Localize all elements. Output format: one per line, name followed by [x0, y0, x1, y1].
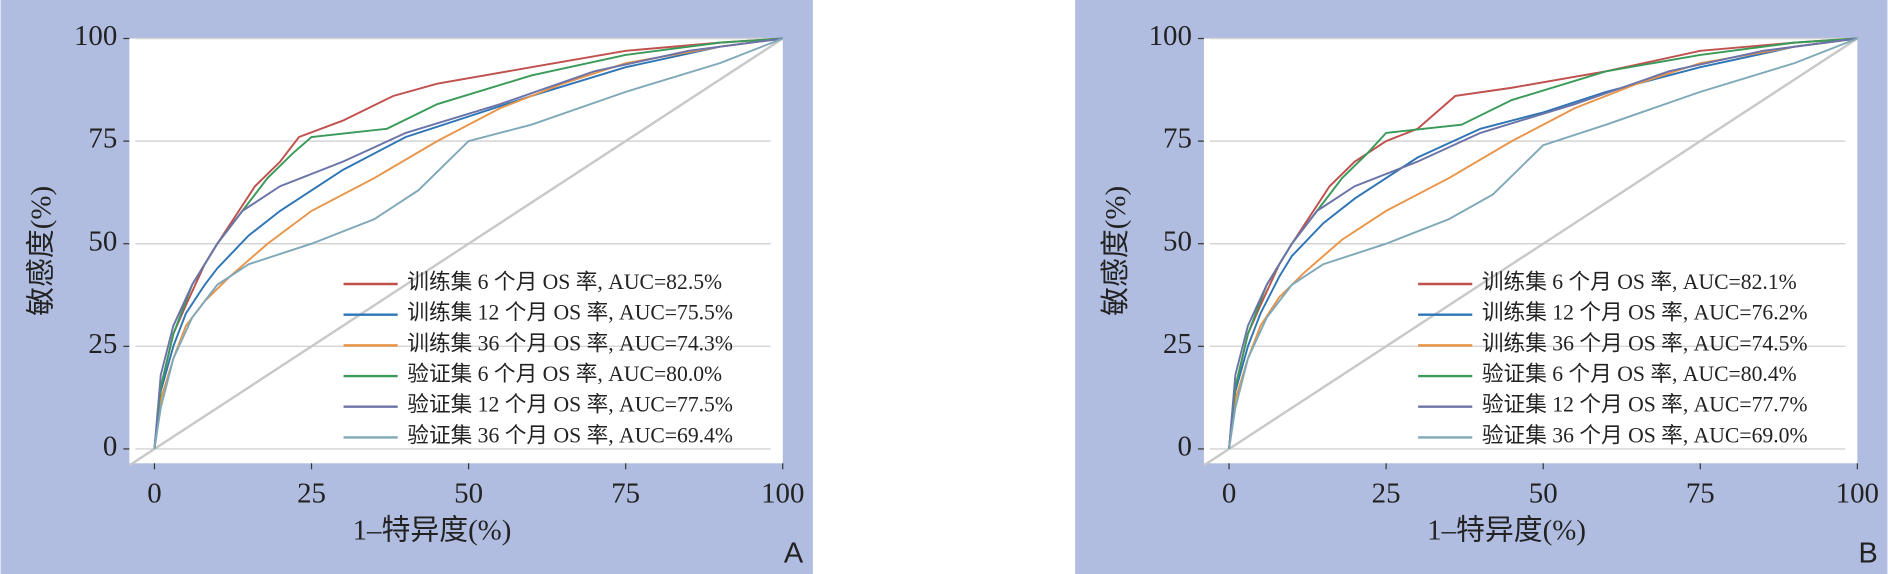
legend-label: 训练集 6 个月 OS 率, AUC=82.1%: [1482, 270, 1797, 294]
legend-label: 验证集 36 个月 OS 率, AUC=69.0%: [1482, 423, 1808, 447]
roc-curve: [153, 37, 783, 450]
x-tick-label: 0: [147, 477, 161, 509]
x-tick-label: 25: [297, 477, 326, 509]
roc-curve: [153, 37, 783, 450]
chart-panel: 0 25 50 75 100 0 25 50 75 100 训练集 6 个月 OS 率, AUC=8…: [1075, 0, 1888, 574]
y-tick-label: 75: [1163, 123, 1192, 155]
y-tick-label: 25: [88, 328, 117, 360]
x-axis-label: 1–特异度(%): [1427, 515, 1586, 547]
y-axis-label: 敏感度(%): [26, 186, 58, 316]
y-tick-label: 100: [1149, 20, 1192, 52]
roc-curve: [1228, 37, 1858, 450]
y-tick-label: 0: [1177, 431, 1191, 463]
roc-curve: [153, 37, 783, 450]
legend-label: 验证集 6 个月 OS 率, AUC=80.4%: [1482, 362, 1797, 386]
legend-label: 训练集 36 个月 OS 率, AUC=74.5%: [1482, 331, 1808, 355]
x-tick-label: 50: [454, 477, 483, 509]
x-tick-label: 75: [611, 477, 640, 509]
x-tick-label: 0: [1222, 477, 1236, 509]
y-tick-label: 100: [74, 20, 117, 52]
x-tick-label: 100: [1836, 477, 1879, 509]
x-tick-label: 50: [1529, 477, 1558, 509]
legend-label: 训练集 12 个月 OS 率, AUC=75.5%: [407, 301, 733, 325]
y-tick-label: 75: [88, 123, 117, 155]
x-tick-label: 25: [1372, 477, 1401, 509]
reference-diagonal: [1203, 37, 1859, 467]
y-tick-label: 25: [1163, 328, 1192, 360]
roc-curve: [153, 37, 784, 450]
panel-label: B: [1859, 537, 1878, 569]
legend-label: 训练集 36 个月 OS 率, AUC=74.3%: [407, 331, 733, 355]
legend-label: 验证集 6 个月 OS 率, AUC=80.0%: [407, 362, 722, 386]
y-axis-label: 敏感度(%): [1100, 186, 1132, 316]
roc-curve: [1228, 37, 1858, 450]
y-tick-label: 50: [88, 225, 117, 257]
x-tick-label: 100: [761, 477, 804, 509]
legend-label: 训练集 12 个月 OS 率, AUC=76.2%: [1482, 301, 1808, 325]
roc-curve: [1228, 37, 1858, 450]
roc-curve: [1228, 37, 1858, 450]
roc-curve: [153, 37, 783, 450]
reference-diagonal: [128, 37, 784, 467]
legend-label: 验证集 36 个月 OS 率, AUC=69.4%: [407, 423, 733, 447]
legend-label: 训练集 6 个月 OS 率, AUC=82.5%: [407, 270, 722, 294]
legend-label: 验证集 12 个月 OS 率, AUC=77.7%: [1482, 393, 1808, 417]
x-axis-label: 1–特异度(%): [353, 515, 512, 547]
y-tick-label: 50: [1163, 225, 1192, 257]
panel-label: A: [784, 537, 804, 569]
chart-panel: 0 25 50 75 100 0 25 50 75 100 训练集 6 个月 OS 率, AUC=8…: [0, 0, 813, 574]
legend-label: 验证集 12 个月 OS 率, AUC=77.5%: [407, 393, 733, 417]
x-tick-label: 75: [1686, 477, 1715, 509]
roc-curve: [1228, 37, 1858, 450]
y-tick-label: 0: [103, 431, 117, 463]
